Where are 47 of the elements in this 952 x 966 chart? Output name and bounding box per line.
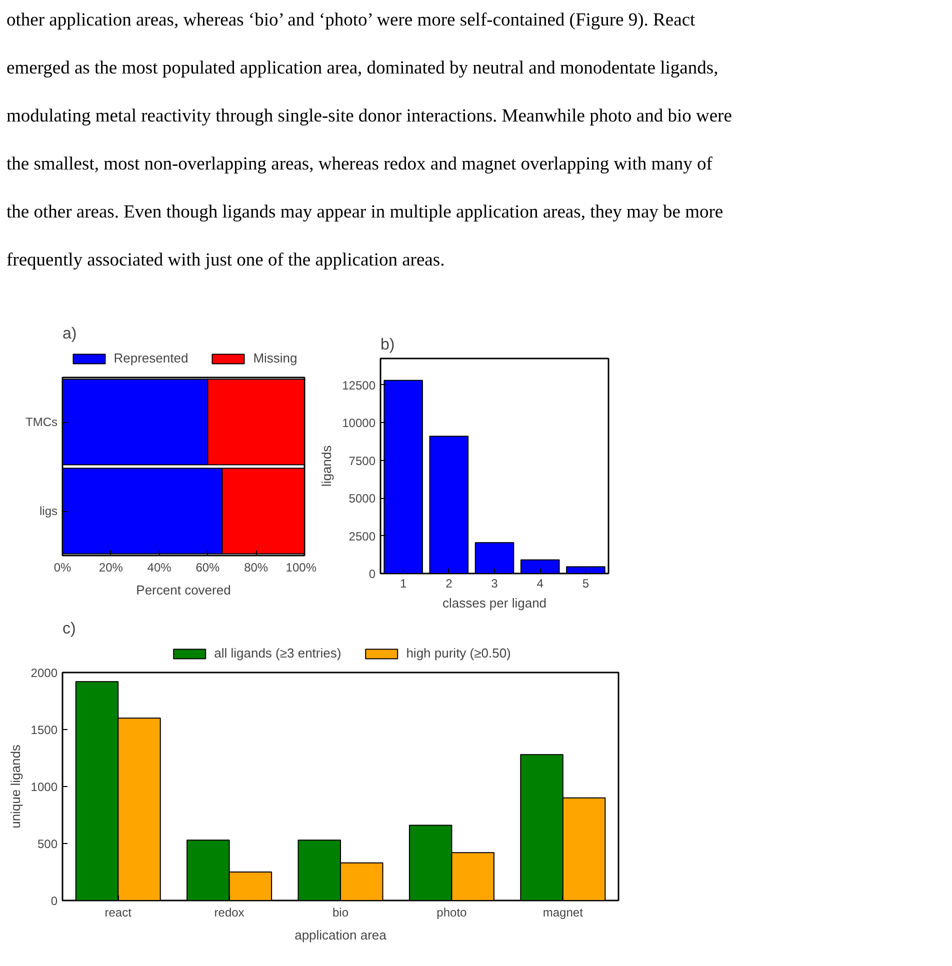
x-tick-label: 20% — [98, 560, 124, 574]
x-tick-label: photo — [436, 906, 468, 920]
chart-title: c) — [62, 620, 76, 638]
y-tick-label: 1000 — [30, 780, 58, 794]
x-tick-label: redox — [214, 906, 244, 920]
y-axis-title: unique ligands — [8, 744, 23, 828]
x-tick-label: 40% — [147, 560, 172, 574]
y-tick-label: 0 — [50, 894, 58, 908]
text: modulating metal reactivity through single-site donor interactions. Meanwhile photo and bio were — [6, 106, 732, 126]
x-tick-label: react — [104, 906, 132, 920]
x-tick-label: 1 — [400, 576, 407, 590]
x-tick-label: 60% — [196, 560, 220, 574]
y-tick-label: ligs — [39, 504, 58, 518]
x-axis-title: application area — [294, 928, 388, 942]
legend-label: all ligands (≥3 entries) — [214, 646, 342, 660]
y-tick-label: 500 — [37, 837, 58, 851]
x-axis-title: classes per ligand — [442, 596, 547, 610]
text: emerged as the most populated application area, dominated by neutral and monodentate ligands, — [6, 58, 718, 78]
y-tick-label: 7500 — [348, 454, 376, 468]
x-tick-label: bio — [332, 906, 349, 920]
legend-label: Represented — [114, 350, 188, 366]
y-tick-label: 2500 — [348, 529, 376, 544]
x-tick-label: 100% — [286, 560, 317, 574]
text: the smallest, most non-overlapping areas, whereas redox and magnet overlapping with many of — [6, 154, 714, 174]
y-tick-label: 5000 — [348, 492, 376, 506]
text: frequently associated with just one of the application areas. — [6, 250, 445, 270]
x-tick-label: 5 — [582, 576, 590, 590]
y-tick-label: TMCs — [26, 415, 58, 429]
chart-title: a) — [62, 326, 77, 342]
x-tick-label: magnet — [542, 906, 584, 920]
y-tick-label: 10000 — [342, 416, 376, 430]
legend-label: Missing — [253, 350, 298, 366]
x-tick-label: 0% — [54, 560, 72, 574]
text: the other areas. Even though ligands may appear in multiple application areas, they may be more — [6, 202, 724, 222]
y-tick-label: 12500 — [342, 378, 376, 392]
chart-title: b) — [380, 336, 395, 354]
text: other application areas, whereas ‘bio’ and ‘photo’ were more self-contained (Figure 9). React — [6, 10, 696, 30]
y-tick-label: 0 — [368, 567, 376, 581]
x-axis-title: Percent covered — [136, 582, 231, 598]
x-tick-label: 2 — [446, 576, 453, 590]
y-tick-label: 1500 — [30, 723, 58, 737]
x-tick-label: 3 — [491, 576, 498, 590]
y-tick-label: 2000 — [30, 666, 58, 680]
x-tick-label: 4 — [536, 576, 544, 590]
legend-label: high purity (≥0.50) — [406, 646, 511, 660]
x-tick-label: 80% — [244, 560, 268, 574]
y-axis-title: ligands — [319, 444, 334, 487]
